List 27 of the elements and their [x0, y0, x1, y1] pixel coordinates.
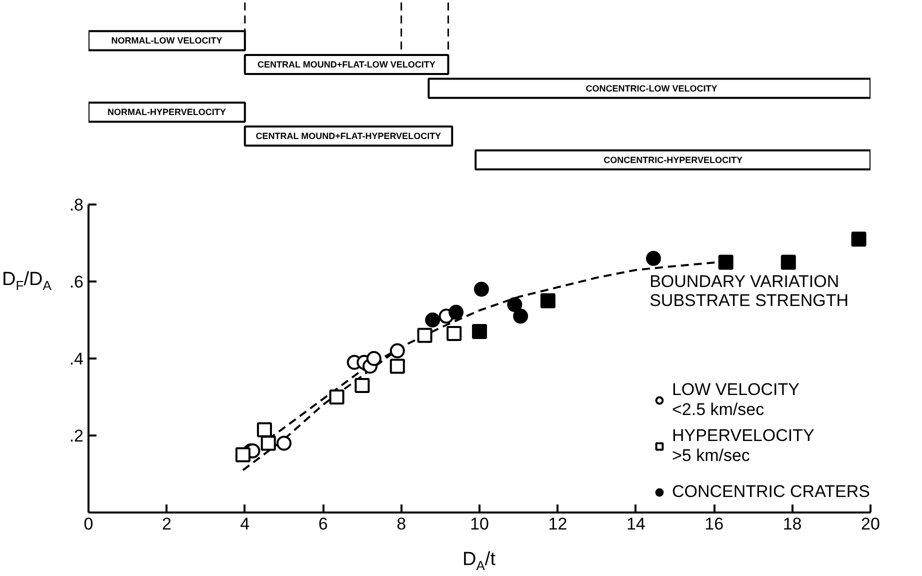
x-tick-label: 8 — [396, 514, 406, 534]
y-tick-label: .2 — [69, 426, 84, 446]
legend-label: LOW VELOCITY <2.5 km/sec — [672, 380, 800, 420]
x-tick-label: 16 — [704, 514, 724, 534]
x-tick-label: 4 — [240, 514, 250, 534]
legend-label: CONCENTRIC CRATERS — [672, 481, 870, 503]
category-label: CENTRAL MOUND+FLAT-HYPERVELOCITY — [256, 131, 442, 142]
annotation: BOUNDARY VARIATION SUBSTRATE STRENGTH — [650, 272, 849, 310]
x-tick-label: 0 — [84, 514, 94, 534]
category-label: CONCENTRIC-LOW VELOCITY — [586, 83, 718, 94]
x-tick-label: 14 — [626, 514, 646, 534]
y-tick-label: .6 — [69, 272, 84, 292]
y-tick-label: .4 — [69, 350, 84, 368]
category-label: CONCENTRIC-HYPERVELOCITY — [604, 154, 742, 165]
y-tick-label: .8 — [69, 196, 84, 214]
category-label: CENTRAL MOUND+FLAT-LOW VELOCITY — [258, 60, 436, 70]
x-axis-title: D$_{A}$/t — [462, 548, 496, 574]
x-tick-label: 18 — [782, 514, 802, 534]
x-tick-label: 12 — [548, 514, 568, 534]
category-label: NORMAL-HYPERVELOCITY — [108, 107, 226, 118]
x-tick-label: 20 — [861, 514, 880, 534]
x-tick-label: 6 — [318, 514, 328, 534]
legend-label: HYPERVELOCITY >5 km/sec — [672, 426, 814, 466]
x-tick-label: 2 — [162, 514, 172, 534]
category-label: NORMAL-LOW VELOCITY — [111, 36, 222, 46]
x-tick-label: 10 — [470, 514, 489, 534]
y-axis-title: D$_{F}$/D$_{A}$ — [2, 268, 52, 294]
